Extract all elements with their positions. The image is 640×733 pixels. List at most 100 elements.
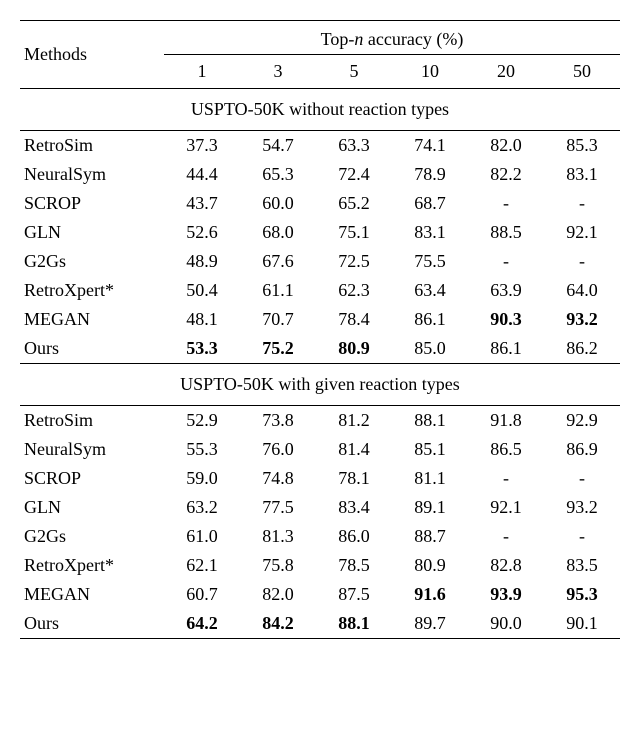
header-n-3: 3 xyxy=(240,55,316,89)
cell-value: 54.7 xyxy=(240,131,316,161)
cell-value: 78.4 xyxy=(316,305,392,334)
table-row: SCROP59.074.878.181.1-- xyxy=(20,464,620,493)
cell-value: 86.1 xyxy=(392,305,468,334)
cell-value: 85.3 xyxy=(544,131,620,161)
table-row: SCROP43.760.065.268.7-- xyxy=(20,189,620,218)
cell-value: 55.3 xyxy=(164,435,240,464)
cell-value: 67.6 xyxy=(240,247,316,276)
table-row: Ours53.375.280.985.086.186.2 xyxy=(20,334,620,364)
cell-value: 75.5 xyxy=(392,247,468,276)
cell-value: 48.9 xyxy=(164,247,240,276)
cell-value: 65.3 xyxy=(240,160,316,189)
cell-value: 64.2 xyxy=(164,609,240,639)
table-row: RetroXpert*50.461.162.363.463.964.0 xyxy=(20,276,620,305)
cell-value: 62.1 xyxy=(164,551,240,580)
method-name: G2Gs xyxy=(20,247,164,276)
cell-value: - xyxy=(544,522,620,551)
method-name: RetroSim xyxy=(20,131,164,161)
method-name: GLN xyxy=(20,218,164,247)
cell-value: 86.0 xyxy=(316,522,392,551)
section-title: USPTO-50K with given reaction types xyxy=(20,364,620,406)
cell-value: 63.4 xyxy=(392,276,468,305)
table-row: RetroSim37.354.763.374.182.085.3 xyxy=(20,131,620,161)
cell-value: 92.1 xyxy=(544,218,620,247)
method-name: MEGAN xyxy=(20,305,164,334)
cell-value: 93.2 xyxy=(544,305,620,334)
cell-value: 83.1 xyxy=(544,160,620,189)
cell-value: 90.3 xyxy=(468,305,544,334)
cell-value: 86.1 xyxy=(468,334,544,364)
header-n-5: 5 xyxy=(316,55,392,89)
cell-value: 88.1 xyxy=(316,609,392,639)
cell-value: 44.4 xyxy=(164,160,240,189)
table-row: NeuralSym55.376.081.485.186.586.9 xyxy=(20,435,620,464)
cell-value: 75.2 xyxy=(240,334,316,364)
cell-value: 93.9 xyxy=(468,580,544,609)
cell-value: 95.3 xyxy=(544,580,620,609)
cell-value: 88.7 xyxy=(392,522,468,551)
table-row: RetroXpert*62.175.878.580.982.883.5 xyxy=(20,551,620,580)
cell-value: 81.3 xyxy=(240,522,316,551)
method-name: MEGAN xyxy=(20,580,164,609)
cell-value: 61.0 xyxy=(164,522,240,551)
cell-value: 86.9 xyxy=(544,435,620,464)
cell-value: - xyxy=(544,464,620,493)
cell-value: 83.4 xyxy=(316,493,392,522)
cell-value: 68.0 xyxy=(240,218,316,247)
cell-value: - xyxy=(468,189,544,218)
table-row: Ours64.284.288.189.790.090.1 xyxy=(20,609,620,639)
cell-value: 62.3 xyxy=(316,276,392,305)
cell-value: 88.5 xyxy=(468,218,544,247)
cell-value: 80.9 xyxy=(392,551,468,580)
method-name: RetroSim xyxy=(20,406,164,436)
table-row: MEGAN60.782.087.591.693.995.3 xyxy=(20,580,620,609)
method-name: RetroXpert* xyxy=(20,276,164,305)
cell-value: 63.2 xyxy=(164,493,240,522)
method-name: NeuralSym xyxy=(20,160,164,189)
cell-value: 82.0 xyxy=(468,131,544,161)
cell-value: 78.1 xyxy=(316,464,392,493)
method-name: SCROP xyxy=(20,189,164,218)
cell-value: 74.1 xyxy=(392,131,468,161)
cell-value: 92.1 xyxy=(468,493,544,522)
cell-value: 72.5 xyxy=(316,247,392,276)
header-n-10: 10 xyxy=(392,55,468,89)
cell-value: - xyxy=(468,247,544,276)
method-name: Ours xyxy=(20,334,164,364)
cell-value: 84.2 xyxy=(240,609,316,639)
cell-value: 65.2 xyxy=(316,189,392,218)
cell-value: 75.1 xyxy=(316,218,392,247)
cell-value: 89.1 xyxy=(392,493,468,522)
cell-value: 82.8 xyxy=(468,551,544,580)
cell-value: 82.0 xyxy=(240,580,316,609)
cell-value: 78.5 xyxy=(316,551,392,580)
cell-value: 63.9 xyxy=(468,276,544,305)
table-row: NeuralSym44.465.372.478.982.283.1 xyxy=(20,160,620,189)
topn-header: Top-n accuracy (%) xyxy=(164,21,620,55)
table-row: GLN63.277.583.489.192.193.2 xyxy=(20,493,620,522)
cell-value: 82.2 xyxy=(468,160,544,189)
cell-value: 61.1 xyxy=(240,276,316,305)
header-n-1: 1 xyxy=(164,55,240,89)
method-name: RetroXpert* xyxy=(20,551,164,580)
table-row: RetroSim52.973.881.288.191.892.9 xyxy=(20,406,620,436)
header-n-20: 20 xyxy=(468,55,544,89)
cell-value: 60.7 xyxy=(164,580,240,609)
methods-header: Methods xyxy=(20,21,164,89)
cell-value: 83.1 xyxy=(392,218,468,247)
cell-value: 86.2 xyxy=(544,334,620,364)
header-n-50: 50 xyxy=(544,55,620,89)
cell-value: 81.1 xyxy=(392,464,468,493)
cell-value: 48.1 xyxy=(164,305,240,334)
cell-value: 77.5 xyxy=(240,493,316,522)
cell-value: 78.9 xyxy=(392,160,468,189)
section-title: USPTO-50K without reaction types xyxy=(20,89,620,131)
cell-value: 68.7 xyxy=(392,189,468,218)
cell-value: 92.9 xyxy=(544,406,620,436)
method-name: NeuralSym xyxy=(20,435,164,464)
method-name: Ours xyxy=(20,609,164,639)
cell-value: 53.3 xyxy=(164,334,240,364)
table-row: G2Gs48.967.672.575.5-- xyxy=(20,247,620,276)
cell-value: 59.0 xyxy=(164,464,240,493)
cell-value: 87.5 xyxy=(316,580,392,609)
